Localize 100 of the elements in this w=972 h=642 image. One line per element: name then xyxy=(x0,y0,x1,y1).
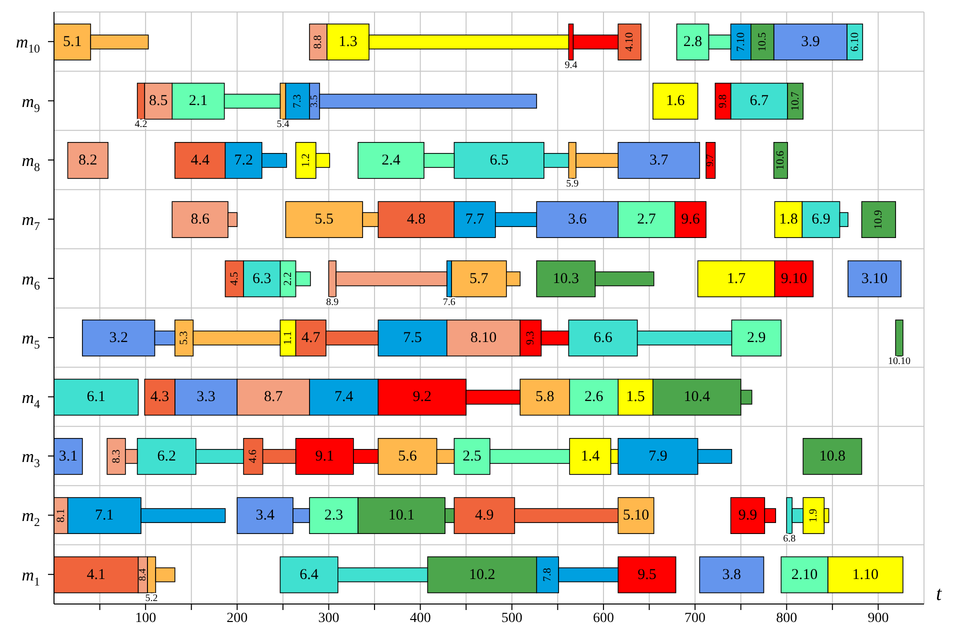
annotation: 3.3 xyxy=(196,389,216,406)
annotation: 9.5 xyxy=(638,566,656,583)
annotation: 3.7 xyxy=(650,152,669,168)
annotation: 3.1 xyxy=(58,448,78,464)
annotation: 7.1 xyxy=(94,508,114,524)
annotation: 4.6 xyxy=(247,449,260,464)
bar xyxy=(699,556,764,594)
annotation: 1.2 xyxy=(300,154,312,168)
annotation: 2.5 xyxy=(462,448,482,464)
annotation: 9.6 xyxy=(681,212,700,228)
annotation: 1.4 xyxy=(580,448,600,464)
annotation: 4.3 xyxy=(150,389,170,406)
annotation: 5.2 xyxy=(145,592,158,604)
annotation: 10.8 xyxy=(819,448,846,464)
annotation: 6.3 xyxy=(252,270,272,287)
annotation: 2.4 xyxy=(382,152,401,168)
annotation: 7.3 xyxy=(292,94,304,108)
y-tick-label: m$_{3}$ xyxy=(22,446,40,470)
annotation: 5.4 xyxy=(276,119,290,130)
annotation: 2.3 xyxy=(324,508,344,524)
y-tick-label: m$_{8}$ xyxy=(22,150,40,174)
y-tick-label: m$_{1}$ xyxy=(22,564,40,588)
annotation: 4.10 xyxy=(624,32,636,52)
y-tick-label: m$_{7}$ xyxy=(22,210,40,234)
annotation: 8.3 xyxy=(110,449,122,464)
annotation: 6.8 xyxy=(783,534,796,545)
annotation: 3.9 xyxy=(801,34,820,50)
annotation: 2.10 xyxy=(791,566,818,583)
annotation: 7.4 xyxy=(334,389,354,406)
annotation: 9.7 xyxy=(705,154,716,167)
annotation: 7.9 xyxy=(648,448,668,464)
annotation: 8.9 xyxy=(326,296,339,308)
annotation: 9.3 xyxy=(524,330,537,345)
bar xyxy=(861,201,896,238)
y-tick-label: m$_{10}$ xyxy=(16,32,40,56)
annotation: 10.2 xyxy=(469,566,496,583)
annotation: 5.7 xyxy=(470,270,489,287)
x-tick-label: 100 xyxy=(135,610,156,626)
annotation: 8.10 xyxy=(470,330,497,346)
annotation: 1.9 xyxy=(808,508,820,522)
y-tick-label: m$_{2}$ xyxy=(22,506,40,530)
annotation: 1.6 xyxy=(666,93,686,110)
annotation: 4.4 xyxy=(190,152,210,168)
annotation: 3.5 xyxy=(309,94,320,108)
annotation: 8.5 xyxy=(149,93,168,110)
annotation: 10.6 xyxy=(774,150,787,170)
bar xyxy=(848,260,902,298)
annotation: 9.8 xyxy=(716,94,729,108)
annotation: 10.10 xyxy=(888,356,911,367)
annotation: 10.4 xyxy=(684,389,711,406)
annotation: 1.10 xyxy=(852,566,879,583)
annotation: 9.4 xyxy=(564,60,578,71)
annotation: 9.10 xyxy=(780,270,808,287)
annotation: 2.6 xyxy=(584,389,604,406)
annotation: 8.1 xyxy=(54,508,67,522)
annotation: 5.3 xyxy=(178,330,190,345)
annotation: 1.8 xyxy=(779,212,798,228)
annotation: 4.5 xyxy=(228,271,240,286)
annotation: 9.2 xyxy=(412,389,432,406)
annotation: 10.1 xyxy=(388,508,415,524)
annotation: 2.7 xyxy=(637,212,656,228)
x-tick-label: 700 xyxy=(684,610,706,626)
x-tick-label: 800 xyxy=(776,610,798,626)
annotation: 5.10 xyxy=(622,508,650,524)
annotation: 1.3 xyxy=(338,34,358,50)
annotation: 1.7 xyxy=(726,270,746,287)
annotation: 6.9 xyxy=(812,212,830,228)
x-tick-label: 600 xyxy=(592,610,614,626)
x-tick-label: 500 xyxy=(501,610,522,626)
annotation: 4.1 xyxy=(86,566,106,583)
annotation: 2.2 xyxy=(282,272,294,286)
annotation: 10.9 xyxy=(872,209,885,230)
bar xyxy=(652,82,698,120)
annotation: 3.6 xyxy=(568,212,588,228)
annotation: 3.8 xyxy=(722,566,742,583)
annotation: 10.7 xyxy=(789,91,802,111)
y-tick-label: m$_{4}$ xyxy=(22,387,40,411)
annotation: 8.8 xyxy=(312,34,324,49)
bar xyxy=(802,438,862,475)
annotation: 7.10 xyxy=(734,32,747,52)
annotation: 4.2 xyxy=(134,119,148,130)
annotation: 9.1 xyxy=(315,448,334,464)
bar xyxy=(67,142,108,179)
annotation: 6.1 xyxy=(86,389,106,406)
x-tick-label: 300 xyxy=(318,610,340,626)
annotation: 5.8 xyxy=(535,389,554,406)
annotation: 3.10 xyxy=(861,270,888,287)
annotation: 2.9 xyxy=(747,330,766,346)
annotation: 5.5 xyxy=(314,212,334,228)
x-tick-label: 400 xyxy=(410,610,431,626)
annotation: 7.8 xyxy=(542,567,554,582)
annotation: 5.6 xyxy=(398,448,418,464)
annotation: 7.7 xyxy=(465,212,485,228)
annotation: 2.8 xyxy=(683,34,702,50)
annotation: 6.6 xyxy=(594,330,613,346)
x-tick-label: 900 xyxy=(868,610,889,626)
annotation: 8.2 xyxy=(78,152,98,168)
annotation: 6.7 xyxy=(750,93,770,110)
y-tick-label: m$_{5}$ xyxy=(22,328,40,352)
annotation: 6.5 xyxy=(490,152,508,168)
